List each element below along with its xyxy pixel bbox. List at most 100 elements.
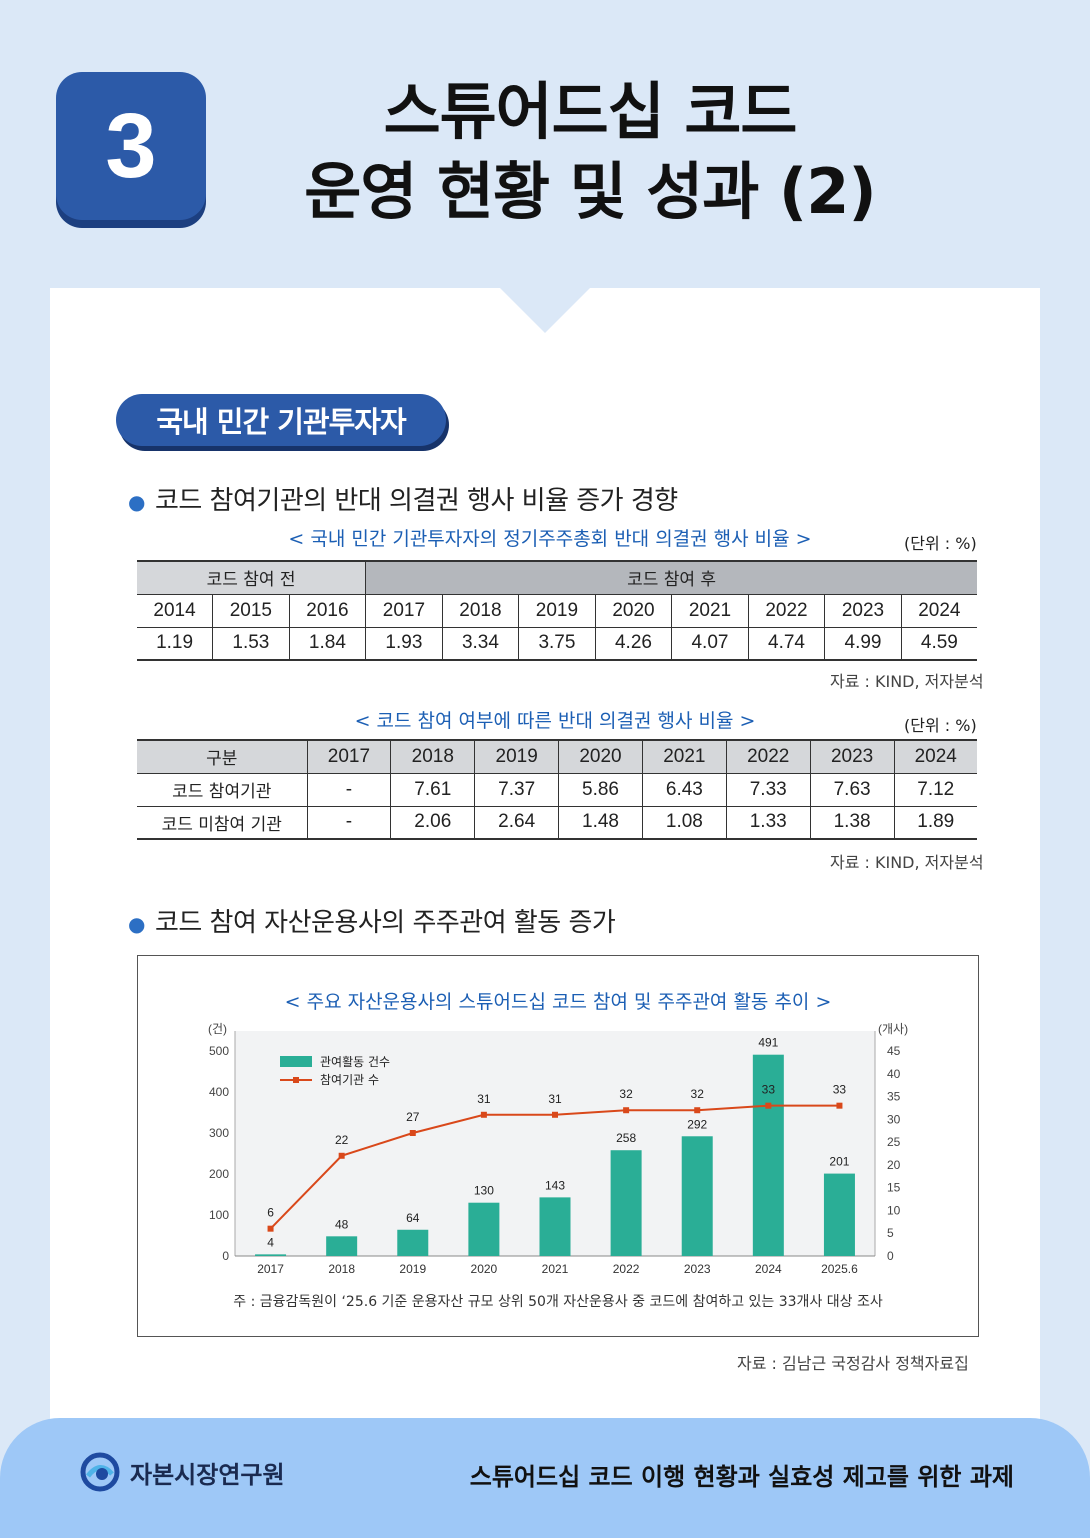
table1-source: 자료 : KIND, 저자분석: [830, 672, 984, 691]
value-cell: 2.06: [390, 806, 476, 840]
right-tick-label: 40: [887, 1067, 901, 1081]
left-axis-label: (건): [208, 1022, 227, 1036]
value-cell: 4.07: [671, 627, 749, 661]
year-cell: 2017: [365, 594, 443, 628]
footer-logo: 자본시장연구원: [80, 1452, 285, 1492]
x-tick-label: 2017: [257, 1262, 284, 1276]
right-tick-label: 0: [887, 1249, 894, 1263]
chart-source: 자료 : 김남근 국정감사 정책자료집: [737, 1354, 969, 1373]
row-label-cell: 코드 참여기관: [137, 773, 308, 807]
value-cell: 4.59: [900, 627, 977, 661]
year-cell: 2024: [900, 594, 977, 628]
year-cell: 2022: [747, 594, 826, 628]
right-tick-label: 45: [887, 1044, 901, 1058]
page-title-line2: 운영 현황 및 성과 (2): [304, 155, 876, 228]
bar: [823, 1173, 855, 1256]
x-tick-label: 2022: [613, 1262, 640, 1276]
header-cell: 2018: [390, 739, 476, 774]
value-cell: -: [306, 806, 392, 840]
section-label: 국내 민간 기관투자자: [116, 394, 446, 446]
line-point: [480, 1111, 487, 1118]
section-number-badge: 3: [56, 72, 206, 220]
line-point: [267, 1225, 274, 1232]
line-value-label: 6: [267, 1206, 274, 1220]
table1-caption: < 국내 민간 기관투자자의 정기주주총회 반대 의결권 행사 비율 >: [288, 528, 812, 550]
line-point: [623, 1107, 630, 1114]
header-cell: 2023: [809, 739, 895, 774]
bar-value-label: 48: [335, 1217, 349, 1231]
value-cell: -: [306, 773, 392, 807]
line-value-label: 33: [833, 1083, 847, 1097]
page-title-line1: 스튜어드십 코드: [383, 75, 798, 148]
header-cell: 2024: [893, 739, 977, 774]
line-value-label: 32: [691, 1087, 705, 1101]
bar-value-label: 64: [406, 1211, 420, 1225]
line-value-label: 22: [335, 1133, 349, 1147]
header-cell: 2021: [641, 739, 727, 774]
bullet-heading-1: ● 코드 참여기관의 반대 의결권 행사 비율 증가 경향: [128, 480, 678, 517]
bar: [468, 1202, 500, 1256]
group-before-header: 코드 참여 전: [137, 560, 367, 595]
bullet-dot-icon: ●: [128, 911, 145, 936]
x-tick-label: 2025.6: [821, 1262, 858, 1276]
left-tick-label: 300: [209, 1126, 229, 1140]
bar: [539, 1197, 571, 1256]
line-point: [409, 1130, 416, 1136]
header-cell: 2022: [725, 739, 811, 774]
bar-value-label: 201: [829, 1155, 849, 1169]
right-tick-label: 10: [887, 1203, 901, 1217]
chart-note: 주 : 금융감독원이 ‘25.6 기준 운용자산 규모 상위 50개 자산운용사…: [233, 1294, 883, 1310]
x-tick-label: 2020: [471, 1262, 498, 1276]
line-point: [694, 1107, 701, 1114]
engagement-chart: < 주요 자산운용사의 스튜어드십 코드 참여 및 주주관여 활동 추이 > (건…: [208, 991, 908, 1310]
bar-value-label: 143: [545, 1178, 565, 1192]
value-cell: 1.33: [725, 806, 811, 840]
table1-unit: (단위 : %): [904, 534, 977, 553]
value-cell: 3.34: [441, 627, 520, 661]
left-tick-label: 200: [209, 1167, 229, 1181]
line-value-label: 33: [762, 1083, 776, 1097]
bar: [681, 1136, 713, 1256]
group-after-header: 코드 참여 후: [365, 560, 977, 595]
right-tick-label: 20: [887, 1158, 901, 1172]
header-cell: 2019: [474, 739, 560, 774]
x-tick-label: 2018: [328, 1262, 355, 1276]
value-cell: 7.61: [390, 773, 476, 807]
year-cell: 2018: [441, 594, 520, 628]
value-cell: 1.89: [893, 806, 977, 840]
right-tick-label: 25: [887, 1135, 901, 1149]
bar-value-label: 4: [267, 1235, 274, 1249]
voting-ratio-table: 코드 참여 전 코드 참여 후 2014 2015 2016 2017 2018 2019…: [137, 560, 977, 661]
left-tick-label: 0: [222, 1249, 229, 1263]
line-point: [338, 1152, 345, 1159]
chart-frame: < 주요 자산운용사의 스튜어드십 코드 참여 및 주주관여 활동 추이 > (건…: [137, 955, 979, 1337]
bar: [752, 1054, 784, 1256]
table2-caption: < 코드 참여 여부에 따른 반대 의결권 행사 비율 >: [354, 710, 756, 732]
value-cell: 1.48: [558, 806, 643, 840]
bar-value-label: 258: [616, 1131, 636, 1145]
year-cell: 2015: [212, 594, 290, 628]
bullet-heading-2: ● 코드 참여 자산운용사의 주주관여 활동 증가: [128, 902, 616, 939]
value-cell: 7.33: [725, 773, 811, 807]
bullet-1-text: 코드 참여기관의 반대 의결권 행사 비율 증가 경향: [154, 486, 678, 516]
chart-title: < 주요 자산운용사의 스튜어드십 코드 참여 및 주주관여 활동 추이 >: [285, 991, 832, 1013]
page-title: 스튜어드십 코드 운영 현황 및 성과 (2): [260, 72, 920, 232]
bar-value-label: 491: [758, 1036, 778, 1050]
legend-line-label: 참여기관 수: [320, 1073, 379, 1087]
year-cell: 2023: [824, 594, 902, 628]
year-cell: 2020: [594, 594, 673, 628]
table2-unit: (단위 : %): [904, 716, 977, 735]
bullet-dot-icon: ●: [128, 489, 145, 514]
table2-source: 자료 : KIND, 저자분석: [830, 853, 984, 872]
right-axis-label: (개사): [878, 1022, 908, 1036]
value-cell: 7.63: [809, 773, 895, 807]
year-cell: 2014: [137, 594, 214, 628]
footer-report-title: 스튜어드십 코드 이행 현황과 실효성 제고를 위한 과제: [469, 1463, 1014, 1491]
bar: [255, 1254, 287, 1256]
header-cell: 2020: [558, 739, 643, 774]
footer-org-name: 자본시장연구원: [130, 1460, 285, 1489]
bar: [397, 1229, 429, 1256]
bar: [610, 1150, 642, 1256]
year-cell: 2021: [671, 594, 749, 628]
value-cell: 4.26: [594, 627, 673, 661]
